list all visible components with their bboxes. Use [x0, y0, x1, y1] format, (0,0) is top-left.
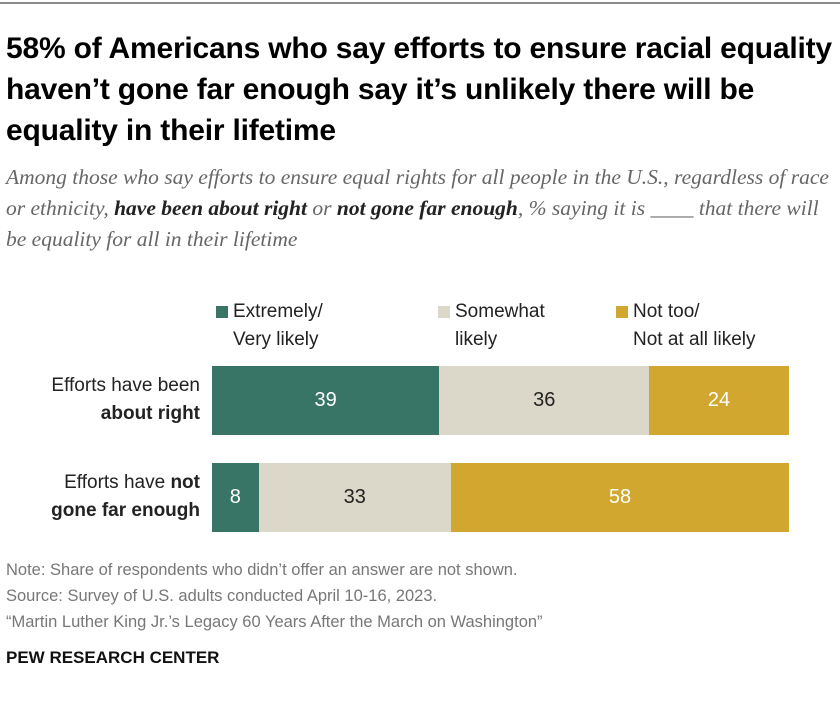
data-label: 8 [229, 486, 241, 508]
subtitle-text: , % saying it is ____ that there will be… [6, 196, 819, 251]
bar-segment: 39 [212, 366, 440, 435]
source: Source: Survey of U.S. adults conducted … [6, 587, 438, 605]
legend-label: Extremely/Very likely [233, 298, 323, 354]
bar-segment: 58 [450, 463, 789, 532]
legend-label-line: Not too/ [633, 301, 700, 322]
subtitle-text: or [307, 196, 337, 220]
chart-title: 58% of Americans who say efforts to ensu… [6, 32, 832, 147]
legend-swatch [616, 306, 628, 318]
data-label: 39 [314, 389, 337, 411]
data-label: 33 [343, 486, 366, 508]
category-label: Efforts have not gone far enough [51, 472, 200, 521]
legend-swatch [438, 306, 450, 318]
data-label: 58 [608, 486, 632, 508]
legend-label-line: likely [455, 329, 498, 350]
data-label: 24 [707, 389, 731, 411]
legend-label-line: Not at all likely [633, 329, 756, 350]
category-label: Efforts have been about right [51, 375, 200, 424]
legend-swatch [216, 306, 228, 318]
subtitle-text: Among those who say efforts to ensure eq… [6, 165, 829, 220]
subtitle-bold-not-far-enough: not gone far enough [336, 196, 518, 220]
pew-logo-text: PEW RESEARCH CENTER [6, 648, 220, 667]
bar-segment: 33 [258, 463, 451, 532]
legend-label-line: Extremely/ [233, 301, 323, 322]
subtitle-bold-about-right: have been about right [114, 196, 307, 220]
legend-label: Somewhat likely [455, 298, 545, 354]
bar-segment: 24 [649, 366, 789, 435]
legend-label: Not too/Not at all likely [633, 298, 756, 354]
bar-segment: 8 [212, 463, 259, 532]
bar-segment: 36 [439, 366, 650, 435]
legend-label-line: Somewhat [455, 301, 545, 322]
chart-subtitle: Among those who say efforts to ensure eq… [6, 162, 836, 255]
top-rule [0, 2, 840, 4]
data-label: 36 [533, 389, 556, 411]
legend-label-line: Very likely [233, 329, 319, 350]
note: Note: Share of respondents who didn’t of… [6, 561, 518, 579]
report-title: “Martin Luther King Jr.’s Legacy 60 Year… [6, 613, 543, 631]
